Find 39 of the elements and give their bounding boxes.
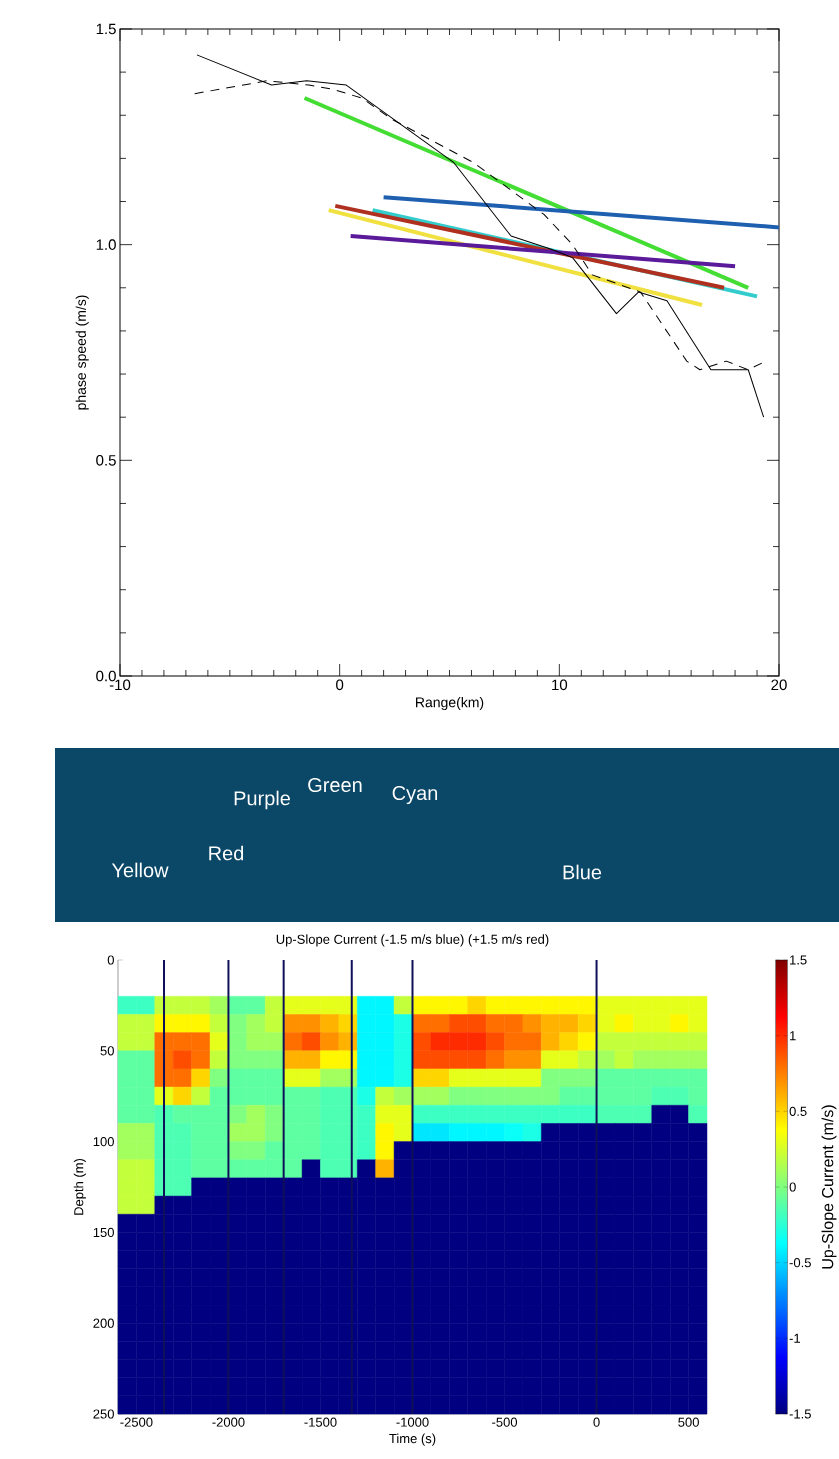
- text: Red: [209, 845, 244, 861]
- y-tick-label: 0: [107, 955, 114, 965]
- color-bar-label: 0: [789, 1182, 796, 1192]
- y-tick-label: 1.5: [96, 23, 116, 35]
- x-tick-label: 500: [678, 1417, 699, 1427]
- y-tick-label: 100: [93, 1137, 114, 1147]
- color-bar-label: -0.5: [789, 1258, 811, 1268]
- x-axis-title: Range(km): [416, 697, 484, 711]
- text: Blue: [563, 864, 602, 880]
- color-bar-title: Up-Slope Current (m/s): [821, 1105, 837, 1269]
- color-bar-label: -1: [789, 1333, 800, 1343]
- x-tick-label: -1500: [304, 1417, 337, 1427]
- y-tick-label: 150: [93, 1227, 114, 1237]
- line-series: [196, 54, 765, 418]
- y-tick-label: 1.0: [96, 239, 116, 250]
- y-tick-label: 250: [93, 1409, 114, 1419]
- x-tick-label: 0: [593, 1417, 600, 1427]
- text: Yellow: [111, 862, 169, 878]
- color-bar-label: -1.5: [789, 1409, 811, 1419]
- x-tick-label: 0: [336, 679, 344, 691]
- x-tick-label: 20: [771, 679, 787, 691]
- x-axis-title: Time (s): [389, 1433, 436, 1446]
- x-tick-label: -2000: [212, 1417, 245, 1427]
- x-tick-label: -500: [492, 1417, 518, 1427]
- y-tick-label: 0.5: [96, 455, 116, 466]
- x-tick-label: -2500: [120, 1417, 153, 1427]
- y-axis-title: Depth (m): [73, 1158, 86, 1215]
- text: Green: [308, 777, 362, 793]
- y-tick-label: 200: [93, 1318, 114, 1328]
- x-tick-label: 10: [552, 679, 568, 691]
- text: Cyan: [392, 785, 438, 805]
- color-bar-label: 1.5: [790, 955, 807, 965]
- text: Purple: [234, 790, 290, 810]
- x-tick-label: -1000: [396, 1417, 429, 1427]
- chart-title: Up-Slope Current (-1.5 m/s blue) (+1.5 m/s red): [276, 934, 549, 947]
- color-bar-label: 0.5: [789, 1106, 807, 1116]
- color-bar-label: 1: [790, 1031, 796, 1041]
- y-tick-label: 50: [100, 1046, 114, 1056]
- y-axis-title: phase speed (m/s): [75, 295, 89, 410]
